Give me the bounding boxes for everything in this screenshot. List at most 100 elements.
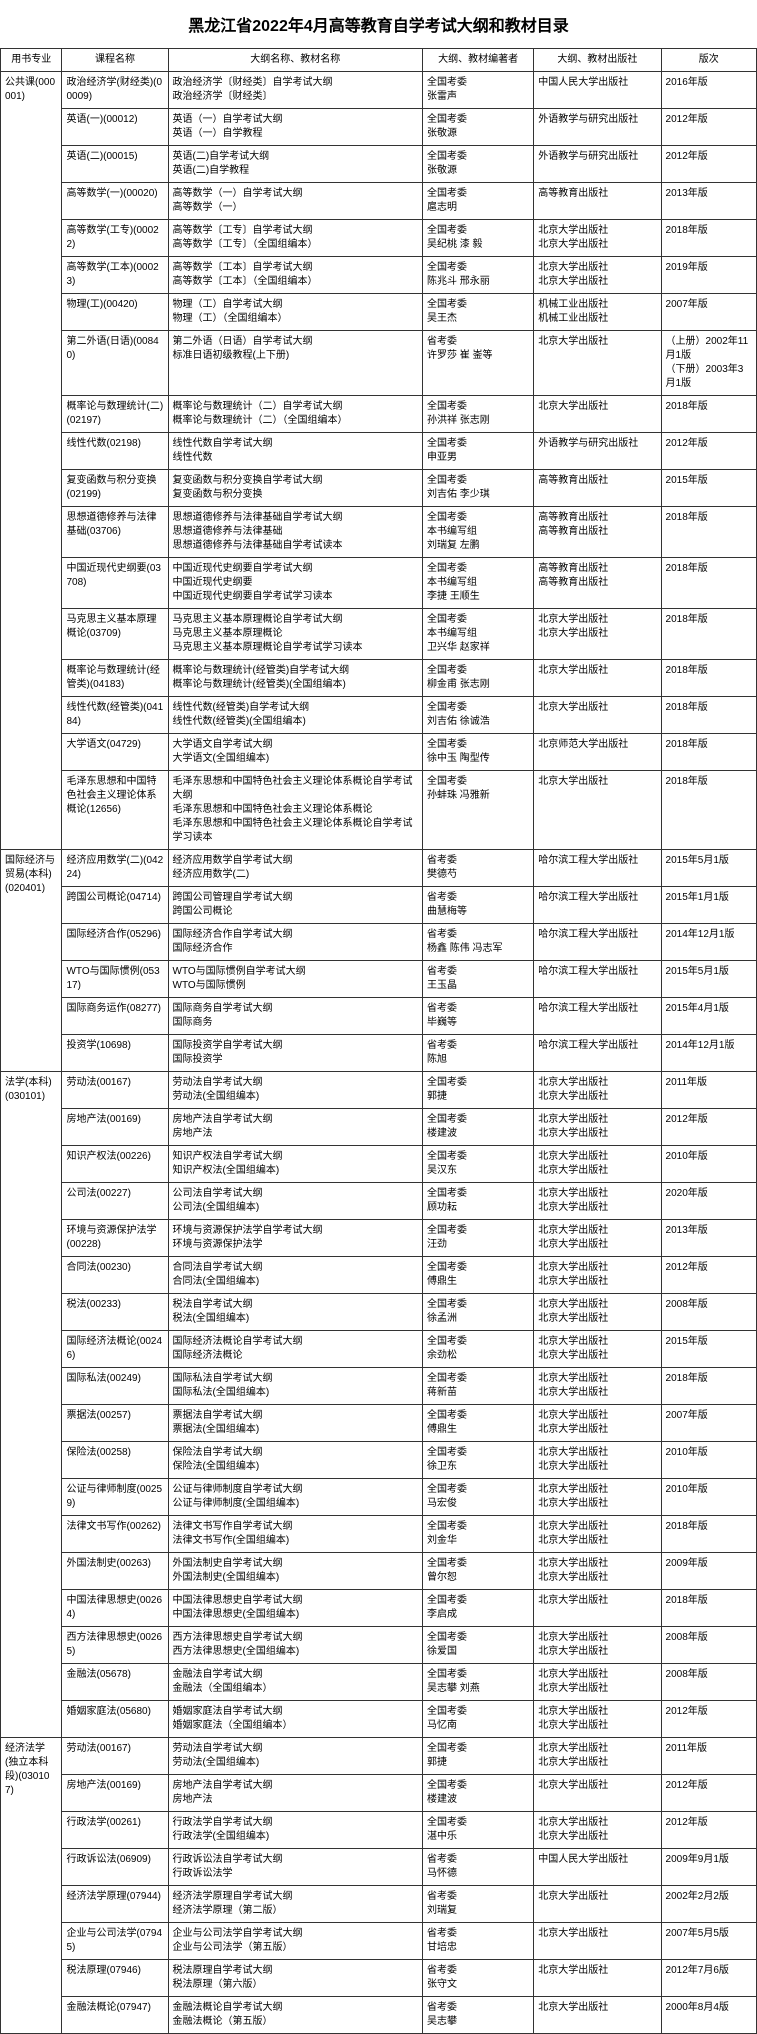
edition-cell: 2012年版 xyxy=(661,433,756,470)
outline-cell: 婚姻家庭法自学考试大纲婚姻家庭法（全国组编本） xyxy=(168,1701,422,1738)
table-row: 行政法学(00261)行政法学自学考试大纲行政法学(全国组编本)全国考委湛中乐北… xyxy=(1,1812,757,1849)
outline-cell: 税法自学考试大纲税法(全国组编本) xyxy=(168,1294,422,1331)
table-row: 国际私法(00249)国际私法自学考试大纲国际私法(全国组编本)全国考委蒋新苗北… xyxy=(1,1368,757,1405)
course-cell: 国际商务运作(08277) xyxy=(62,998,168,1035)
publisher-cell: 北京大学出版社北京大学出版社 xyxy=(534,1220,661,1257)
course-cell: 国际经济法概论(00246) xyxy=(62,1331,168,1368)
course-cell: 劳动法(00167) xyxy=(62,1738,168,1775)
edition-cell: 2015年1月1版 xyxy=(661,887,756,924)
edition-cell: 2018年版 xyxy=(661,507,756,558)
author-cell: 全国考委徐孟洲 xyxy=(422,1294,533,1331)
table-row: 税法原理(07946)税法原理自学考试大纲税法原理（第六版）省考委张守文北京大学… xyxy=(1,1960,757,1997)
edition-cell: 2011年版 xyxy=(661,1072,756,1109)
course-cell: 知识产权法(00226) xyxy=(62,1146,168,1183)
table-row: 英语(一)(00012)英语（一）自学考试大纲英语（一）自学教程全国考委张敬源外… xyxy=(1,109,757,146)
edition-cell: 2014年12月1版 xyxy=(661,924,756,961)
outline-cell: 国际经济合作自学考试大纲国际经济合作 xyxy=(168,924,422,961)
course-cell: 高等数学(工本)(00023) xyxy=(62,257,168,294)
course-cell: 中国法律思想史(00264) xyxy=(62,1590,168,1627)
course-cell: 金融法概论(07947) xyxy=(62,1997,168,2034)
outline-cell: 高等数学〔工专〕自学考试大纲高等数学〔工专〕（全国组编本） xyxy=(168,220,422,257)
outline-cell: 高等数学〔工本〕自学考试大纲高等数学〔工本〕（全国组编本） xyxy=(168,257,422,294)
table-row: 合同法(00230)合同法自学考试大纲合同法(全国组编本)全国考委傅鼎生北京大学… xyxy=(1,1257,757,1294)
author-cell: 全国考委张敬源 xyxy=(422,109,533,146)
table-row: 英语(二)(00015)英语(二)自学考试大纲英语(二)自学教程全国考委张敬源外… xyxy=(1,146,757,183)
edition-cell: 2013年版 xyxy=(661,1220,756,1257)
edition-cell: 2018年版 xyxy=(661,558,756,609)
outline-cell: 政治经济学〔财经类〕自学考试大纲政治经济学〔财经类〕 xyxy=(168,72,422,109)
edition-cell: 2015年5月1版 xyxy=(661,850,756,887)
publisher-cell: 北京师范大学出版社 xyxy=(534,734,661,771)
outline-cell: 概率论与数理统计(经管类)自学考试大纲概率论与数理统计(经管类)(全国组编本) xyxy=(168,660,422,697)
edition-cell: 2010年版 xyxy=(661,1479,756,1516)
author-cell: 全国考委徐卫东 xyxy=(422,1442,533,1479)
publisher-cell: 北京大学出版社 xyxy=(534,396,661,433)
course-cell: 公司法(00227) xyxy=(62,1183,168,1220)
major-cell: 国际经济与贸易(本科)(020401) xyxy=(1,850,62,1072)
course-cell: 复变函数与积分变换(02199) xyxy=(62,470,168,507)
edition-cell: 2018年版 xyxy=(661,220,756,257)
outline-cell: 思想道德修养与法律基础自学考试大纲思想道德修养与法律基础思想道德修养与法律基础自… xyxy=(168,507,422,558)
edition-cell: 2015年4月1版 xyxy=(661,998,756,1035)
major-cell: 经济法学(独立本科段)(030107) xyxy=(1,1738,62,2034)
edition-cell: 2015年版 xyxy=(661,470,756,507)
outline-cell: 行政诉讼法自学考试大纲行政诉讼法学 xyxy=(168,1849,422,1886)
course-cell: 跨国公司概论(04714) xyxy=(62,887,168,924)
publisher-cell: 北京大学出版社 xyxy=(534,1775,661,1812)
table-row: 国际经济法概论(00246)国际经济法概论自学考试大纲国际经济法概论全国考委余劲… xyxy=(1,1331,757,1368)
publisher-cell: 中国人民大学出版社 xyxy=(534,72,661,109)
table-row: 金融法概论(07947)金融法概论自学考试大纲金融法概论（第五版）省考委吴志攀北… xyxy=(1,1997,757,2034)
edition-cell: 2019年版 xyxy=(661,257,756,294)
outline-cell: 毛泽东思想和中国特色社会主义理论体系概论自学考试大纲毛泽东思想和中国特色社会主义… xyxy=(168,771,422,850)
author-cell: 全国考委刘吉佑 徐诚浩 xyxy=(422,697,533,734)
outline-cell: 企业与公司法学自学考试大纲企业与公司法学（第五版） xyxy=(168,1923,422,1960)
publisher-cell: 北京大学出版社北京大学出版社 xyxy=(534,1553,661,1590)
author-cell: 全国考委本书编写组刘瑞复 左鹏 xyxy=(422,507,533,558)
edition-cell: 2009年版 xyxy=(661,1553,756,1590)
author-cell: 全国考委湛中乐 xyxy=(422,1812,533,1849)
edition-cell: 2002年2月2版 xyxy=(661,1886,756,1923)
course-cell: 线性代数(02198) xyxy=(62,433,168,470)
table-row: 线性代数(02198)线性代数自学考试大纲线性代数全国考委申亚男外语教学与研究出… xyxy=(1,433,757,470)
outline-cell: 国际私法自学考试大纲国际私法(全国组编本) xyxy=(168,1368,422,1405)
publisher-cell: 哈尔滨工程大学出版社 xyxy=(534,1035,661,1072)
edition-cell: 2018年版 xyxy=(661,396,756,433)
edition-cell: 2000年8月4版 xyxy=(661,1997,756,2034)
table-row: 法律文书写作(00262)法律文书写作自学考试大纲法律文书写作(全国组编本)全国… xyxy=(1,1516,757,1553)
table-row: 公司法(00227)公司法自学考试大纲公司法(全国组编本)全国考委顾功耘北京大学… xyxy=(1,1183,757,1220)
publisher-cell: 北京大学出版社北京大学出版社 xyxy=(534,1405,661,1442)
course-cell: 行政诉讼法(06909) xyxy=(62,1849,168,1886)
edition-cell: 2020年版 xyxy=(661,1183,756,1220)
author-cell: 全国考委曾尔恕 xyxy=(422,1553,533,1590)
outline-cell: 法律文书写作自学考试大纲法律文书写作(全国组编本) xyxy=(168,1516,422,1553)
course-cell: 保险法(00258) xyxy=(62,1442,168,1479)
author-cell: 全国考委孙蚌珠 冯雅新 xyxy=(422,771,533,850)
edition-cell: 2010年版 xyxy=(661,1442,756,1479)
course-cell: 国际经济合作(05296) xyxy=(62,924,168,961)
table-row: 中国法律思想史(00264)中国法律思想史自学考试大纲中国法律思想史(全国组编本… xyxy=(1,1590,757,1627)
outline-cell: 房地产法自学考试大纲房地产法 xyxy=(168,1775,422,1812)
edition-cell: 2012年7月6版 xyxy=(661,1960,756,1997)
edition-cell: 2018年版 xyxy=(661,771,756,850)
publisher-cell: 北京大学出版社 xyxy=(534,1923,661,1960)
course-cell: 税法原理(07946) xyxy=(62,1960,168,1997)
outline-cell: 国际经济法概论自学考试大纲国际经济法概论 xyxy=(168,1331,422,1368)
publisher-cell: 北京大学出版社北京大学出版社 xyxy=(534,1146,661,1183)
outline-cell: 知识产权法自学考试大纲知识产权法(全国组编本) xyxy=(168,1146,422,1183)
edition-cell: 2018年版 xyxy=(661,1368,756,1405)
author-cell: 省考委许罗莎 崔 崟等 xyxy=(422,331,533,396)
course-cell: WTO与国际惯例(05317) xyxy=(62,961,168,998)
publisher-cell: 北京大学出版社 xyxy=(534,771,661,850)
course-cell: 第二外语(日语)(00840) xyxy=(62,331,168,396)
author-cell: 省考委杨鑫 陈伟 冯志军 xyxy=(422,924,533,961)
outline-cell: 劳动法自学考试大纲劳动法(全国组编本) xyxy=(168,1738,422,1775)
course-cell: 国际私法(00249) xyxy=(62,1368,168,1405)
publisher-cell: 高等教育出版社 xyxy=(534,470,661,507)
publisher-cell: 北京大学出版社北京大学出版社 xyxy=(534,1368,661,1405)
course-cell: 西方法律思想史(00265) xyxy=(62,1627,168,1664)
publisher-cell: 外语教学与研究出版社 xyxy=(534,109,661,146)
edition-cell: 2012年版 xyxy=(661,146,756,183)
publisher-cell: 高等教育出版社高等教育出版社 xyxy=(534,507,661,558)
course-cell: 马克思主义基本原理概论(03709) xyxy=(62,609,168,660)
th-author: 大纲、教材编著者 xyxy=(422,49,533,72)
